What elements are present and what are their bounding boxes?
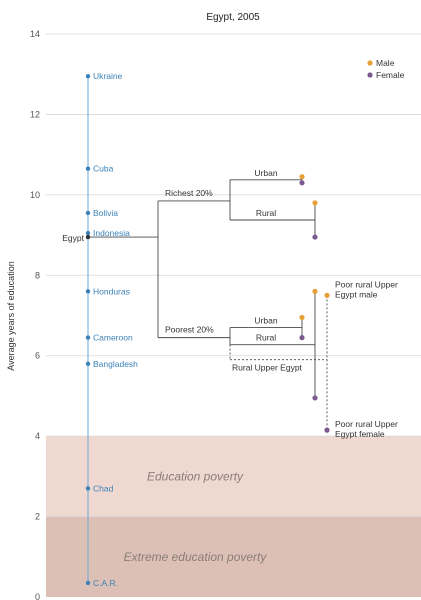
egypt-point [85, 234, 91, 240]
country-label: Chad [93, 483, 114, 493]
subgroup-label: Rural [256, 208, 276, 218]
poor-rural-female-label-line: Poor rural Upper [335, 419, 398, 429]
y-tick-8: 8 [35, 270, 40, 280]
male-point [299, 174, 305, 180]
subgroup-label: Urban [254, 168, 277, 178]
y-tick-6: 6 [35, 351, 40, 361]
poor-rural-female-label: Poor rural Upper Egypt female [335, 419, 398, 439]
country-label: Bolivia [93, 208, 118, 218]
country-point [85, 486, 91, 491]
y-tick-10: 10 [30, 190, 40, 200]
y-tick-12: 12 [30, 109, 40, 119]
male-point [299, 314, 305, 321]
y-tick-4: 4 [35, 431, 40, 441]
country-point [85, 210, 91, 216]
band-1 [46, 516, 421, 597]
country-point [85, 580, 91, 586]
group-label: Poorest 20% [165, 325, 214, 335]
group-label: Richest 20% [165, 188, 213, 198]
legend-marker [367, 60, 373, 66]
chart-title: Egypt, 2005 [206, 12, 260, 23]
y-axis: 0 2 4 6 8 10 12 14 [30, 29, 40, 600]
country-label: Cameroon [93, 333, 133, 343]
country-label: Indonesia [93, 228, 130, 238]
male-point [324, 292, 330, 298]
poor-rural-female-label-line: Egypt female [335, 429, 385, 439]
y-tick-0: 0 [35, 592, 40, 600]
egypt-label: Egypt [62, 233, 84, 243]
female-point [312, 234, 318, 240]
country-label: Cuba [93, 164, 114, 174]
legend-marker [367, 72, 373, 78]
country-label: Bangladesh [93, 359, 138, 369]
female-point [324, 427, 330, 433]
subgroup-label: Urban [254, 316, 277, 326]
band-label-1: Extreme education poverty [124, 550, 268, 564]
subgroup-label: Rural [256, 333, 276, 343]
country-point [85, 335, 91, 340]
female-point [299, 335, 305, 341]
country-point [85, 74, 91, 79]
egypt-breakdown: Richest 20% Poorest 20% Urban Rural Urban Rur… [88, 168, 398, 439]
y-tick-14: 14 [30, 29, 40, 39]
country-points: Ukraine Cuba Bolivia Indonesia Honduras Camer… [62, 71, 138, 588]
y-tick-2: 2 [35, 512, 40, 522]
male-point [312, 200, 318, 206]
country-label: Honduras [93, 286, 130, 296]
male-point [312, 288, 318, 294]
country-point [85, 230, 91, 236]
female-point [299, 180, 305, 186]
poor-rural-male-label: Poor rural Upper Egypt male [335, 279, 398, 299]
female-point [312, 395, 318, 401]
country-label: C.A.R. [93, 578, 118, 588]
legend: Male Female [367, 58, 405, 80]
poor-rural-male-label-line: Egypt male [335, 289, 378, 299]
legend-label: Female [376, 70, 405, 80]
rural-upper-egypt-label: Rural Upper Egypt [232, 363, 303, 373]
country-point [85, 361, 91, 366]
legend-label: Male [376, 58, 395, 68]
country-label: Ukraine [93, 71, 123, 81]
country-point [85, 166, 91, 171]
y-axis-label: Average years of education [6, 261, 16, 370]
poor-rural-male-label-line: Poor rural Upper [335, 279, 398, 289]
country-point [85, 289, 91, 294]
poverty-bands: Education poverty Extreme education pover… [46, 436, 421, 597]
band-label-0: Education poverty [147, 469, 244, 483]
band-0 [46, 436, 421, 517]
gridlines [46, 33, 421, 517]
